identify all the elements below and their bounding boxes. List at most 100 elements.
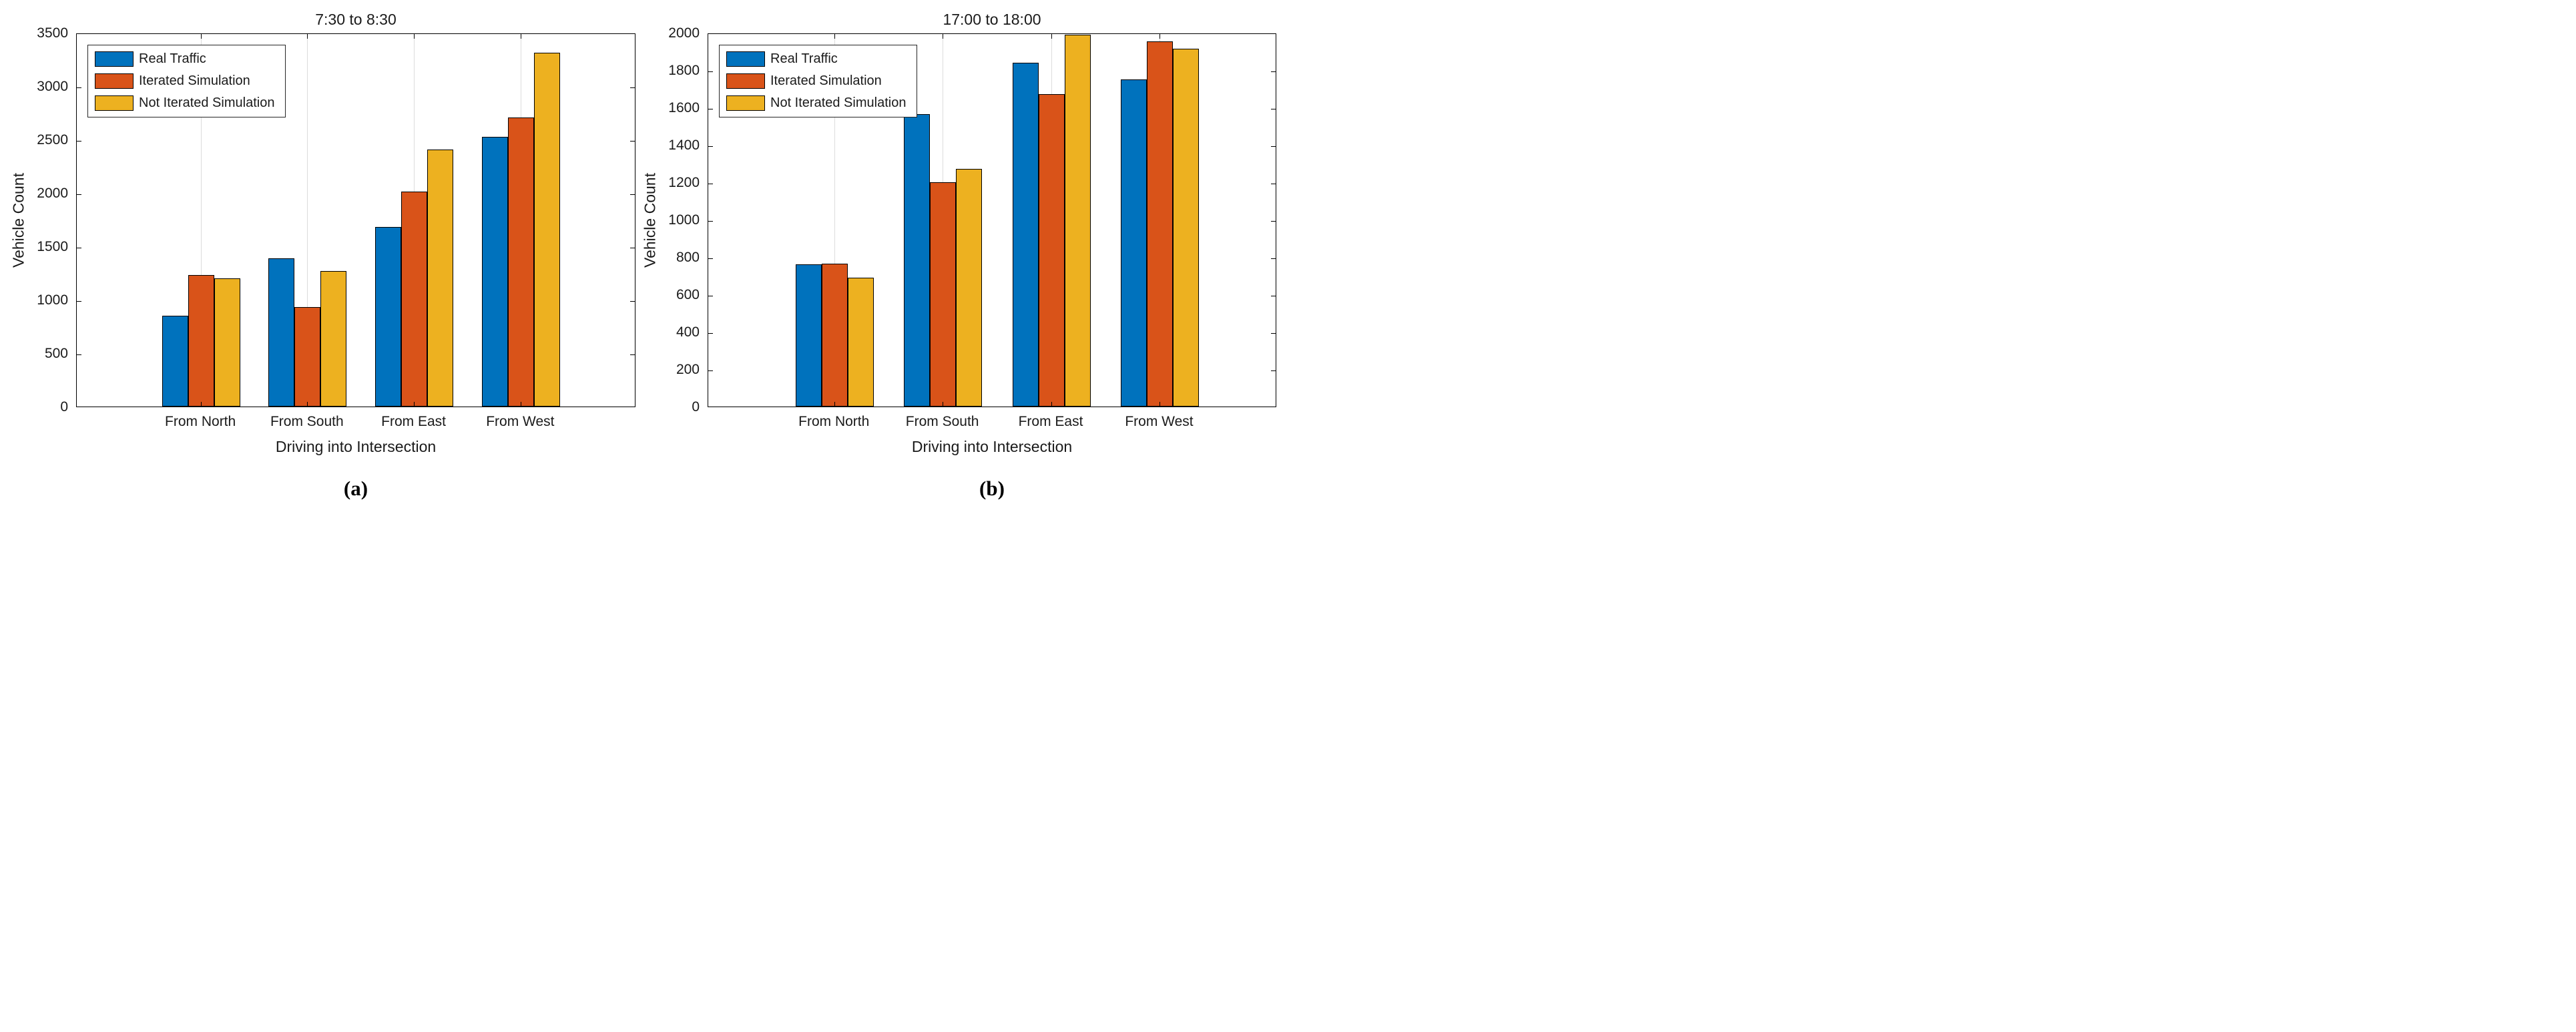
y-tick-label: 0 xyxy=(60,399,68,415)
bar-not-iterated-simulation-from-west xyxy=(533,53,560,407)
y-tick-label: 1000 xyxy=(37,292,68,308)
tick-mark xyxy=(630,194,635,195)
tick-mark xyxy=(77,354,81,355)
bar-iterated-simulation-from-west xyxy=(507,117,534,407)
tick-mark xyxy=(630,354,635,355)
legend-swatch xyxy=(726,51,765,67)
legend-label: Real Traffic xyxy=(139,51,206,66)
legend-item: Not Iterated Simulation xyxy=(95,95,274,111)
x-tick-label: From East xyxy=(381,414,446,429)
tick-mark xyxy=(708,332,713,334)
y-tick-label: 2500 xyxy=(37,132,68,148)
y-tick-label: 1600 xyxy=(668,100,700,115)
chart-title: 7:30 to 8:30 xyxy=(315,11,397,28)
tick-mark xyxy=(1271,332,1276,334)
tick-mark xyxy=(834,402,835,407)
subfigure-caption: (b) xyxy=(979,477,1005,500)
tick-mark xyxy=(1051,402,1052,407)
y-tick-label: 3000 xyxy=(37,79,68,94)
subfigure-caption: (a) xyxy=(343,477,368,500)
y-tick-label: 1000 xyxy=(668,212,700,228)
chart-panel-b: 17:00 to 18:00 Vehicle Count Real Traffi… xyxy=(0,0,1288,516)
tick-mark xyxy=(834,34,835,39)
legend-swatch xyxy=(726,95,765,111)
x-axis-label: Driving into Intersection xyxy=(275,438,437,455)
tick-mark xyxy=(1271,258,1276,259)
bar-not-iterated-simulation-from-east xyxy=(427,150,454,407)
bar-not-iterated-simulation-from-north xyxy=(847,277,874,407)
bar-iterated-simulation-from-south xyxy=(294,307,321,407)
tick-mark xyxy=(200,402,202,407)
y-tick-label: 1800 xyxy=(668,63,700,78)
y-tick-label: 0 xyxy=(692,399,700,415)
x-tick-label: From North xyxy=(165,414,236,429)
y-tick-label: 3500 xyxy=(37,25,68,41)
bar-iterated-simulation-from-west xyxy=(1146,41,1173,407)
y-tick-label: 500 xyxy=(44,346,68,361)
bar-real-traffic-from-north xyxy=(795,264,822,407)
tick-mark xyxy=(1271,220,1276,222)
x-tick-label: From West xyxy=(486,414,555,429)
tick-mark xyxy=(307,402,308,407)
tick-mark xyxy=(708,258,713,259)
chart-panel-a: 7:30 to 8:30 Vehicle Count Real Traffic I… xyxy=(0,0,1288,516)
legend-swatch xyxy=(95,51,134,67)
tick-mark xyxy=(307,34,308,39)
bar-real-traffic-from-east xyxy=(375,227,402,407)
figure-traffic-comparison: 7:30 to 8:30 Vehicle Count Real Traffic I… xyxy=(0,0,1288,516)
y-tick-label: 2000 xyxy=(37,186,68,201)
tick-mark xyxy=(77,140,81,142)
tick-mark xyxy=(630,87,635,88)
plot-area: Real Traffic Iterated Simulation Not Itera… xyxy=(76,33,635,407)
legend-swatch xyxy=(95,95,134,111)
tick-mark xyxy=(1271,370,1276,371)
x-tick-label: From South xyxy=(905,414,979,429)
bar-iterated-simulation-from-east xyxy=(401,191,428,407)
legend-label: Iterated Simulation xyxy=(139,73,250,88)
x-tick-label: From East xyxy=(1018,414,1083,429)
legend-item: Not Iterated Simulation xyxy=(726,95,906,111)
legend-label: Not Iterated Simulation xyxy=(770,95,907,110)
gridline xyxy=(834,34,835,407)
chart-title: 17:00 to 18:00 xyxy=(943,11,1041,28)
tick-mark xyxy=(708,71,713,72)
tick-mark xyxy=(708,370,713,371)
legend-label: Iterated Simulation xyxy=(770,73,882,88)
tick-mark xyxy=(708,146,713,147)
tick-mark xyxy=(630,300,635,302)
tick-mark xyxy=(1271,146,1276,147)
y-tick-label: 400 xyxy=(676,324,700,340)
bar-iterated-simulation-from-north xyxy=(188,275,214,407)
tick-mark xyxy=(77,87,81,88)
y-tick-label: 800 xyxy=(676,250,700,265)
bar-not-iterated-simulation-from-south xyxy=(956,169,983,407)
bar-real-traffic-from-south xyxy=(904,113,931,407)
legend-swatch xyxy=(95,73,134,89)
legend-item: Iterated Simulation xyxy=(726,73,906,89)
tick-mark xyxy=(630,140,635,142)
y-tick-label: 2000 xyxy=(668,25,700,41)
tick-mark xyxy=(1271,71,1276,72)
bar-not-iterated-simulation-from-south xyxy=(320,270,347,407)
y-tick-label: 1400 xyxy=(668,138,700,153)
legend-item: Real Traffic xyxy=(95,51,274,67)
legend-label: Real Traffic xyxy=(770,51,838,66)
legend-item: Real Traffic xyxy=(726,51,906,67)
bar-not-iterated-simulation-from-north xyxy=(214,278,240,407)
x-axis-label: Driving into Intersection xyxy=(911,438,1073,455)
bar-real-traffic-from-north xyxy=(162,316,188,407)
x-tick-label: From North xyxy=(798,414,870,429)
legend-label: Not Iterated Simulation xyxy=(139,95,275,110)
bar-iterated-simulation-from-east xyxy=(1038,94,1065,407)
y-tick-label: 1200 xyxy=(668,175,700,190)
tick-mark xyxy=(708,220,713,222)
gridline xyxy=(307,34,308,407)
bar-real-traffic-from-east xyxy=(1012,62,1039,407)
y-tick-label: 600 xyxy=(676,287,700,302)
tick-mark xyxy=(414,402,415,407)
plot-area: Real Traffic Iterated Simulation Not Itera… xyxy=(708,33,1276,407)
legend: Real Traffic Iterated Simulation Not Itera… xyxy=(719,45,918,117)
bar-real-traffic-from-south xyxy=(268,258,295,407)
legend: Real Traffic Iterated Simulation Not Itera… xyxy=(87,45,286,117)
y-tick-label: 1500 xyxy=(37,239,68,254)
